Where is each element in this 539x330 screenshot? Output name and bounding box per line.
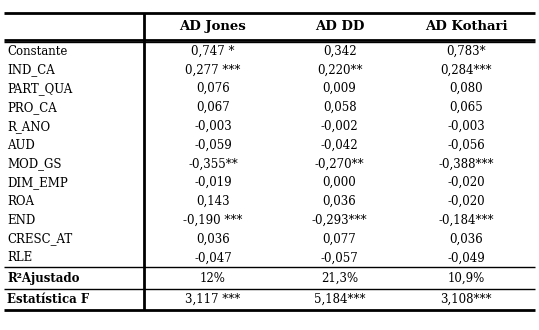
Text: RLE: RLE [7,251,32,264]
Text: -0,190 ***: -0,190 *** [183,214,243,227]
Text: 0,220**: 0,220** [317,63,362,76]
Text: 10,9%: 10,9% [447,272,485,284]
Text: 12%: 12% [200,272,226,284]
Text: R²Ajustado: R²Ajustado [7,272,79,284]
Text: 0,143: 0,143 [196,195,230,208]
Text: 0,284***: 0,284*** [440,63,492,76]
Text: 3,117 ***: 3,117 *** [185,293,240,306]
Text: END: END [7,214,35,227]
Text: 0,036: 0,036 [196,233,230,246]
Text: 5,184***: 5,184*** [314,293,365,306]
Text: -0,020: -0,020 [447,176,485,189]
Text: AD Kothari: AD Kothari [425,20,508,33]
Text: -0,003: -0,003 [194,120,232,133]
Text: 0,058: 0,058 [323,101,356,114]
Text: 0,747 *: 0,747 * [191,45,234,57]
Text: AD Jones: AD Jones [179,20,246,33]
Text: ROA: ROA [7,195,34,208]
Text: -0,049: -0,049 [447,251,485,264]
Text: 0,067: 0,067 [196,101,230,114]
Text: 0,036: 0,036 [450,233,483,246]
Text: 21,3%: 21,3% [321,272,358,284]
Text: R_ANO: R_ANO [7,120,50,133]
Text: -0,293***: -0,293*** [312,214,368,227]
Text: -0,059: -0,059 [194,139,232,151]
Text: -0,270**: -0,270** [315,157,364,170]
Text: 0,277 ***: 0,277 *** [185,63,240,76]
Text: -0,184***: -0,184*** [439,214,494,227]
Text: PRO_CA: PRO_CA [7,101,57,114]
Text: 0,077: 0,077 [323,233,356,246]
Text: 0,065: 0,065 [450,101,483,114]
Text: -0,003: -0,003 [447,120,485,133]
Text: Constante: Constante [7,45,67,57]
Text: DIM_EMP: DIM_EMP [7,176,68,189]
Text: 0,080: 0,080 [450,82,483,95]
Text: AD DD: AD DD [315,20,364,33]
Text: CRESC_AT: CRESC_AT [7,233,72,246]
Text: -0,047: -0,047 [194,251,232,264]
Text: 3,108***: 3,108*** [440,293,492,306]
Text: -0,057: -0,057 [321,251,358,264]
Text: IND_CA: IND_CA [7,63,55,76]
Text: -0,002: -0,002 [321,120,358,133]
Text: -0,042: -0,042 [321,139,358,151]
Text: 0,076: 0,076 [196,82,230,95]
Text: -0,388***: -0,388*** [439,157,494,170]
Text: AUD: AUD [7,139,34,151]
Text: Estatística F: Estatística F [7,293,89,306]
Text: -0,056: -0,056 [447,139,485,151]
Text: 0,009: 0,009 [323,82,356,95]
Text: MOD_GS: MOD_GS [7,157,61,170]
Text: 0,783*: 0,783* [446,45,486,57]
Text: PART_QUA: PART_QUA [7,82,72,95]
Text: -0,020: -0,020 [447,195,485,208]
Text: -0,019: -0,019 [194,176,232,189]
Text: 0,000: 0,000 [323,176,356,189]
Text: 0,342: 0,342 [323,45,356,57]
Text: -0,355**: -0,355** [188,157,238,170]
Text: 0,036: 0,036 [323,195,356,208]
